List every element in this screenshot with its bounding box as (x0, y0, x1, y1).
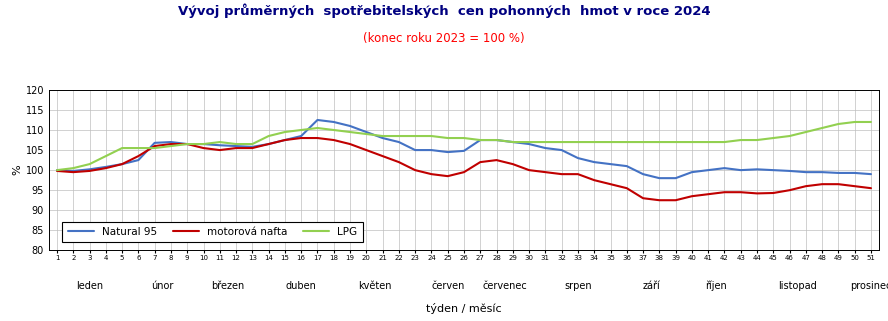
motorová nafta (849, 184, 860, 188)
Text: říjen: říjen (705, 281, 727, 291)
Natural 95 (52, 168, 62, 172)
Text: Vývoj průměrných  spotřebitelských  cen pohonných  hmot v roce 2024: Vývoj průměrných spotřebitelských cen po… (178, 3, 710, 18)
Natural 95 (329, 120, 339, 124)
Text: červenec: červenec (482, 281, 527, 291)
Line: LPG: LPG (57, 122, 871, 170)
motorová nafta (866, 186, 876, 190)
motorová nafta (296, 136, 306, 140)
Text: prosinec: prosinec (851, 281, 888, 291)
Text: květen: květen (358, 281, 392, 291)
LPG (52, 168, 62, 172)
Text: září: září (642, 281, 660, 291)
Natural 95 (849, 171, 860, 175)
LPG (312, 126, 322, 130)
Text: listopad: listopad (779, 281, 817, 291)
Text: leden: leden (76, 281, 103, 291)
motorová nafta (52, 169, 62, 173)
LPG (231, 142, 242, 146)
motorová nafta (312, 136, 322, 140)
Natural 95 (296, 134, 306, 138)
LPG (638, 140, 648, 144)
Text: únor: únor (152, 281, 174, 291)
motorová nafta (231, 146, 242, 150)
LPG (849, 120, 860, 124)
Text: duben: duben (286, 281, 317, 291)
Natural 95 (866, 172, 876, 176)
Text: (konec roku 2023 = 100 %): (konec roku 2023 = 100 %) (363, 32, 525, 45)
LPG (296, 128, 306, 132)
motorová nafta (329, 138, 339, 142)
motorová nafta (670, 198, 681, 202)
LPG (589, 140, 599, 144)
Natural 95 (312, 118, 322, 122)
Natural 95 (654, 176, 664, 180)
Text: týden / měsíc: týden / měsíc (426, 303, 502, 314)
motorová nafta (606, 182, 616, 186)
Text: březen: březen (211, 281, 244, 291)
Text: červen: červen (431, 281, 464, 291)
motorová nafta (654, 198, 664, 202)
Natural 95 (670, 176, 681, 180)
Natural 95 (606, 162, 616, 166)
Line: Natural 95: Natural 95 (57, 120, 871, 178)
LPG (866, 120, 876, 124)
Text: srpen: srpen (564, 281, 591, 291)
Y-axis label: %: % (12, 165, 23, 176)
Legend: Natural 95, motorová nafta, LPG: Natural 95, motorová nafta, LPG (62, 221, 363, 242)
Line: motorová nafta: motorová nafta (57, 138, 871, 200)
Natural 95 (231, 144, 242, 148)
LPG (833, 122, 844, 126)
